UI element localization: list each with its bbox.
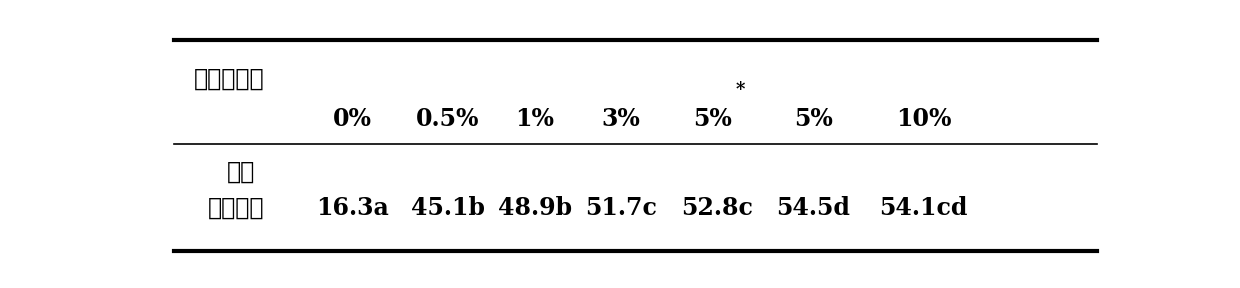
Text: 1%: 1% bbox=[515, 107, 554, 131]
Text: 48.9b: 48.9b bbox=[497, 196, 572, 219]
Text: 54.1cd: 54.1cd bbox=[879, 196, 968, 219]
Text: 比例: 比例 bbox=[227, 160, 255, 184]
Text: 54.5d: 54.5d bbox=[776, 196, 851, 219]
Text: 5%: 5% bbox=[794, 107, 833, 131]
Text: 10%: 10% bbox=[897, 107, 951, 131]
Text: 16.3a: 16.3a bbox=[316, 196, 388, 219]
Text: 5%: 5% bbox=[693, 107, 732, 131]
Text: 有机肖添加: 有机肖添加 bbox=[193, 67, 264, 91]
Text: 0.5%: 0.5% bbox=[417, 107, 480, 131]
Text: 有效态镎: 有效态镎 bbox=[208, 196, 264, 219]
Text: 3%: 3% bbox=[601, 107, 641, 131]
Text: *: * bbox=[735, 81, 745, 99]
Text: 45.1b: 45.1b bbox=[412, 196, 485, 219]
Text: 0%: 0% bbox=[332, 107, 372, 131]
Text: 51.7c: 51.7c bbox=[585, 196, 657, 219]
Text: 52.8c: 52.8c bbox=[681, 196, 753, 219]
